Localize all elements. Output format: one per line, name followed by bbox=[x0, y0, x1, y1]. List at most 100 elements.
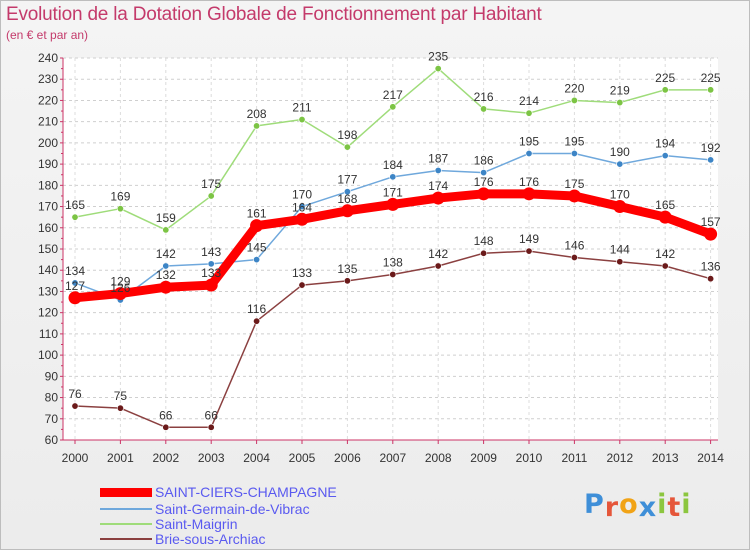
series-point-0 bbox=[522, 187, 536, 201]
data-label-1: 187 bbox=[428, 151, 448, 165]
data-label-2: 208 bbox=[247, 107, 267, 121]
data-label-1: 177 bbox=[337, 173, 357, 187]
x-tick-label: 2011 bbox=[561, 451, 587, 465]
series-point-2 bbox=[71, 213, 79, 221]
data-label-1: 186 bbox=[474, 154, 494, 168]
x-tick-label: 2012 bbox=[606, 451, 633, 465]
logo-letter: r bbox=[604, 492, 620, 523]
y-tick-label: 150 bbox=[38, 242, 58, 256]
series-point-0 bbox=[613, 200, 627, 214]
data-label-1: 192 bbox=[701, 141, 721, 155]
series-point-2 bbox=[570, 96, 578, 104]
series-point-1 bbox=[207, 260, 215, 268]
data-label-0: 157 bbox=[701, 215, 721, 229]
y-tick-label: 110 bbox=[39, 327, 58, 341]
x-tick-label: 2009 bbox=[470, 451, 497, 465]
series-point-0 bbox=[431, 191, 445, 205]
legend-item-1: Saint-Germain-de-Vibrac bbox=[100, 501, 310, 517]
data-label-1: 143 bbox=[201, 245, 221, 259]
series-point-3 bbox=[707, 275, 715, 283]
logo-letter: o bbox=[619, 489, 639, 520]
data-label-1: 194 bbox=[655, 137, 675, 151]
series-point-3 bbox=[116, 404, 124, 412]
legend-label: SAINT-CIERS-CHAMPAGNE bbox=[155, 484, 337, 500]
data-label-3: 148 bbox=[474, 234, 494, 248]
x-tick-label: 2000 bbox=[62, 451, 89, 465]
y-tick-label: 90 bbox=[45, 369, 59, 383]
x-tick-label: 2007 bbox=[379, 451, 406, 465]
series-point-0 bbox=[68, 291, 82, 305]
series-point-1 bbox=[480, 169, 488, 177]
data-label-1: 184 bbox=[383, 158, 403, 172]
y-tick-label: 230 bbox=[38, 72, 58, 86]
series-point-3 bbox=[253, 317, 261, 325]
y-tick-label: 70 bbox=[45, 412, 59, 426]
series-point-1 bbox=[389, 173, 397, 181]
legend-swatch bbox=[100, 523, 152, 525]
data-label-0: 133 bbox=[201, 266, 221, 280]
series-point-0 bbox=[567, 189, 581, 203]
x-tick-label: 2001 bbox=[107, 451, 134, 465]
series-point-0 bbox=[340, 204, 354, 218]
legend-label: Brie-sous-Archiac bbox=[155, 531, 266, 547]
data-label-2: 235 bbox=[428, 50, 448, 64]
data-label-3: 138 bbox=[383, 255, 403, 269]
series-point-3 bbox=[525, 247, 533, 255]
series-point-0 bbox=[386, 197, 400, 211]
x-tick-label: 2005 bbox=[289, 451, 316, 465]
series-point-0 bbox=[204, 278, 218, 292]
series-point-3 bbox=[298, 281, 306, 289]
series-point-2 bbox=[434, 65, 442, 73]
data-label-0: 174 bbox=[428, 179, 448, 193]
series-point-3 bbox=[661, 262, 669, 270]
y-tick-label: 140 bbox=[38, 263, 58, 277]
data-label-0: 161 bbox=[247, 207, 267, 221]
legend-label: Saint-Maigrin bbox=[155, 516, 238, 532]
series-point-3 bbox=[434, 262, 442, 270]
y-tick-label: 130 bbox=[38, 284, 58, 298]
data-label-1: 195 bbox=[564, 135, 584, 149]
series-point-1 bbox=[616, 160, 624, 168]
data-label-2: 214 bbox=[519, 94, 539, 108]
series-point-2 bbox=[616, 99, 624, 107]
x-tick-label: 2002 bbox=[152, 451, 179, 465]
y-tick-label: 80 bbox=[45, 391, 59, 405]
legend-label: Saint-Germain-de-Vibrac bbox=[155, 501, 310, 517]
y-tick-label: 170 bbox=[38, 200, 58, 214]
x-tick-label: 2008 bbox=[425, 451, 452, 465]
series-point-1 bbox=[570, 150, 578, 158]
data-label-2: 217 bbox=[383, 88, 403, 102]
series-point-0 bbox=[658, 210, 672, 224]
data-label-2: 159 bbox=[156, 211, 176, 225]
data-label-1: 145 bbox=[247, 241, 267, 255]
data-label-3: 136 bbox=[701, 260, 721, 274]
data-label-0: 127 bbox=[65, 279, 85, 293]
series-point-0 bbox=[113, 287, 127, 301]
y-tick-label: 240 bbox=[38, 51, 58, 65]
y-tick-label: 60 bbox=[45, 433, 59, 447]
series-point-1 bbox=[71, 279, 79, 287]
data-label-1: 142 bbox=[156, 247, 176, 261]
logo-letter: x bbox=[638, 492, 658, 523]
data-label-0: 175 bbox=[564, 177, 584, 191]
data-label-3: 146 bbox=[564, 238, 584, 252]
y-tick-label: 160 bbox=[38, 221, 58, 235]
legend-item-2: Saint-Maigrin bbox=[100, 516, 238, 532]
series-point-2 bbox=[298, 116, 306, 124]
series-point-3 bbox=[343, 277, 351, 285]
series-point-0 bbox=[477, 187, 491, 201]
data-label-1: 190 bbox=[610, 145, 630, 159]
series-point-1 bbox=[162, 262, 170, 270]
x-tick-label: 2013 bbox=[652, 451, 679, 465]
data-label-3: 76 bbox=[68, 387, 82, 401]
y-tick-label: 180 bbox=[38, 178, 58, 192]
data-label-3: 75 bbox=[114, 389, 128, 403]
y-tick-label: 190 bbox=[38, 157, 58, 171]
series-point-0 bbox=[704, 227, 718, 241]
series-point-2 bbox=[707, 86, 715, 94]
series-point-2 bbox=[389, 103, 397, 111]
logo-letter: i bbox=[657, 489, 668, 520]
series-point-2 bbox=[343, 143, 351, 151]
data-label-2: 169 bbox=[110, 190, 130, 204]
data-label-0: 168 bbox=[337, 192, 357, 206]
